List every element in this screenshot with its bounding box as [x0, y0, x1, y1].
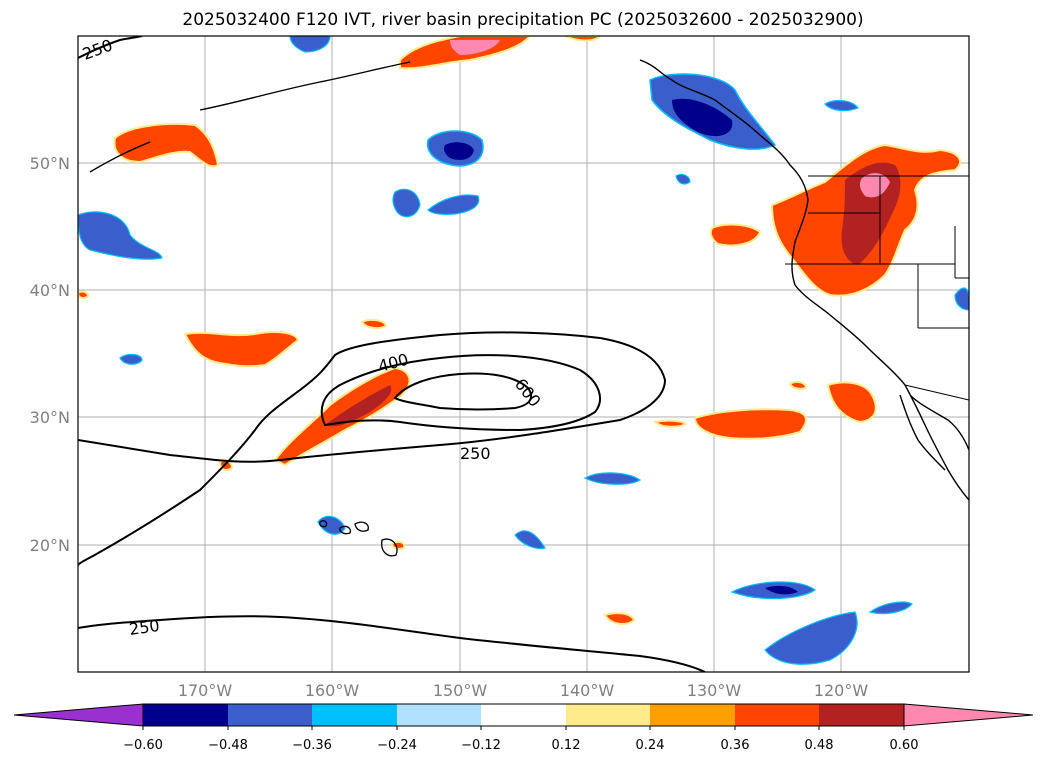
- contour-label-250-mid: 250: [460, 444, 491, 463]
- negative-region-subtropic: [583, 472, 642, 485]
- contour-250-south: [78, 615, 706, 672]
- colorbar-bin-8: [735, 704, 819, 726]
- colorbar-tick-1: −0.60: [123, 738, 163, 753]
- hawaii-islands: [319, 520, 398, 557]
- negative-region-small-3: [119, 353, 143, 365]
- positive-region-northwest: [113, 122, 220, 168]
- positive-region-30n-135w: [652, 419, 688, 428]
- negative-region-small-4: [824, 99, 859, 112]
- map-title: 2025032400 F120 IVT, river basin precipi…: [182, 10, 863, 30]
- contour-400: [320, 354, 601, 432]
- ivt-contours: [78, 36, 706, 672]
- political-borders: [785, 175, 969, 401]
- colorbar-bin-3: [312, 704, 397, 726]
- colorbar-tick-4: −0.24: [377, 738, 417, 753]
- lon-tick-120w: 120°W: [814, 681, 869, 700]
- colorbar-tick-6: 0.12: [552, 738, 581, 753]
- colorbar-tick-5: −0.12: [461, 738, 501, 753]
- lat-tick-40n: 40°N: [30, 281, 70, 300]
- negative-region-far-west: [78, 211, 163, 260]
- colorbar-bin-4: [397, 704, 481, 726]
- longitude-ticks: 170°W 160°W 150°W 140°W 130°W 120°W: [178, 681, 869, 700]
- negative-core-southeast-1: [765, 585, 798, 595]
- colorbar-tick-8: 0.36: [721, 738, 750, 753]
- contour-250-main: [78, 331, 667, 566]
- colorbar: −0.60 −0.48 −0.36 −0.24 −0.12 0.12 0.24 …: [13, 703, 1034, 753]
- lon-tick-150w: 150°W: [433, 681, 488, 700]
- lat-tick-50n: 50°N: [30, 154, 70, 173]
- lon-tick-160w: 160°W: [305, 681, 360, 700]
- negative-region-hawaii-2: [514, 530, 546, 550]
- positive-region-small-1: [360, 318, 388, 330]
- lon-tick-140w: 140°W: [560, 681, 615, 700]
- negative-core-north-pacific: [444, 142, 474, 160]
- positive-region-small-6: [78, 290, 90, 300]
- baja-coast: [899, 394, 946, 471]
- colorbar-frame: [142, 703, 905, 727]
- positive-region-small-2: [603, 612, 636, 625]
- colorbar-bin-6: [566, 704, 650, 726]
- negative-region-small-5: [675, 173, 691, 185]
- colorbar-tick-2: −0.48: [208, 738, 248, 753]
- negative-region-north-edge: [289, 36, 331, 53]
- negative-region-small-1: [392, 188, 421, 218]
- negative-region-small-2: [427, 194, 480, 215]
- colorbar-extend-high: [903, 703, 1034, 727]
- colorbar-tick-3: −0.36: [292, 738, 332, 753]
- lat-tick-20n: 20°N: [30, 536, 70, 555]
- positive-peak-pnw: [859, 173, 890, 198]
- gulf-of-california-coast: [909, 394, 969, 451]
- colorbar-bin-9: [819, 704, 904, 726]
- precipitation-pc-shading: [78, 36, 969, 665]
- colorbar-bin-5: [481, 704, 566, 726]
- lat-tick-30n: 30°N: [30, 408, 70, 427]
- colorbar-bin-1: [143, 704, 228, 726]
- negative-region-southeast-2: [764, 611, 858, 665]
- colorbar-tick-10: 0.60: [890, 738, 919, 753]
- colorbar-tick-9: 0.48: [805, 738, 834, 753]
- latitude-ticks: 50°N 40°N 30°N 20°N: [30, 154, 70, 555]
- positive-region-30n-130w: [693, 408, 807, 440]
- contour-label-250-south: 250: [128, 616, 161, 639]
- colorbar-extend-low: [13, 703, 144, 727]
- positive-region-35n: [183, 331, 300, 368]
- positive-region-offshore: [709, 223, 762, 247]
- negative-region-southeast-3: [868, 601, 913, 615]
- lon-tick-130w: 130°W: [687, 681, 742, 700]
- negative-core-bc-coast: [672, 98, 733, 137]
- alaska-coast: [199, 61, 411, 111]
- colorbar-bin-2: [228, 704, 312, 726]
- positive-region-baja: [826, 381, 877, 424]
- positive-core-north-edge: [450, 40, 500, 55]
- aleutian-coast: [89, 141, 151, 173]
- map-frame: [77, 35, 970, 673]
- contour-600: [393, 372, 533, 411]
- colorbar-bin-7: [650, 704, 735, 726]
- positive-region-small-5: [788, 380, 808, 390]
- colorbar-tick-7: 0.24: [636, 738, 665, 753]
- positive-core-ar-band: [325, 385, 392, 427]
- lon-tick-170w: 170°W: [178, 681, 233, 700]
- contour-250-nw: [78, 36, 143, 59]
- negative-region-east-edge: [954, 287, 969, 311]
